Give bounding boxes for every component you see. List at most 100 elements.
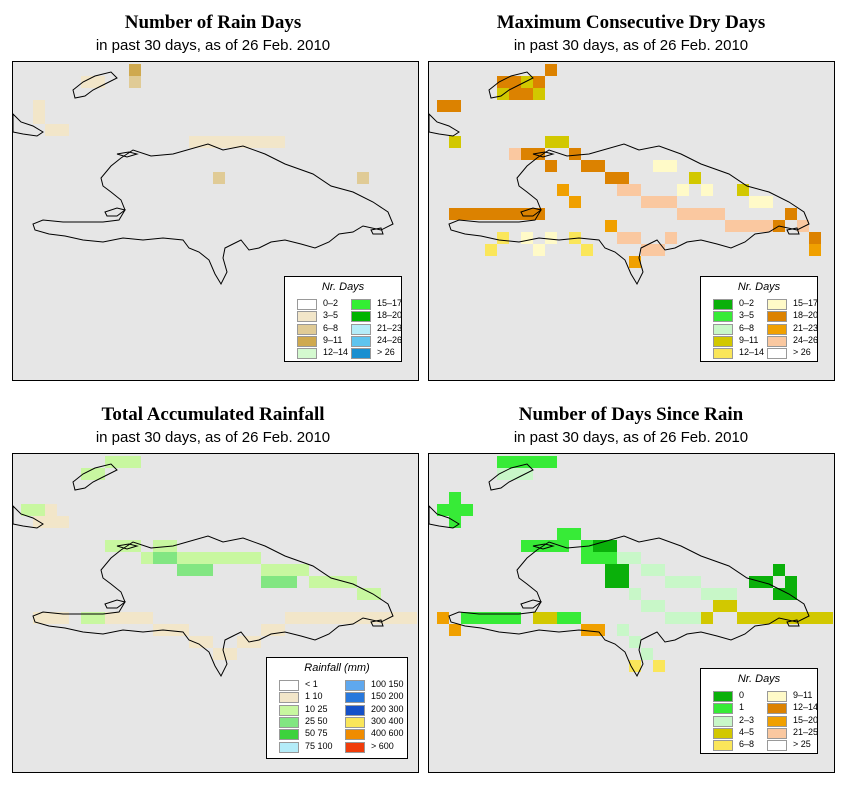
grid-cell bbox=[773, 564, 785, 576]
grid-cell bbox=[449, 492, 461, 504]
legend-label: 0–2 bbox=[739, 298, 755, 308]
grid-cell bbox=[105, 612, 117, 624]
legend-swatch bbox=[297, 348, 317, 360]
legend-label: > 600 bbox=[371, 740, 394, 751]
grid-cell bbox=[617, 564, 629, 576]
grid-cell bbox=[285, 564, 297, 576]
legend-label: 50 75 bbox=[305, 728, 328, 739]
legend-label: 3–5 bbox=[739, 310, 755, 321]
panel-title: Total Accumulated Rainfall bbox=[101, 404, 325, 425]
grid-cell bbox=[189, 136, 201, 148]
grid-cell bbox=[665, 612, 677, 624]
legend-label: 1 10 bbox=[305, 691, 323, 702]
legend-swatch bbox=[767, 703, 787, 715]
legend-label: 75 100 bbox=[305, 740, 333, 751]
grid-cell bbox=[533, 612, 545, 624]
panel-title: Number of Rain Days bbox=[124, 12, 302, 33]
inagua-island bbox=[488, 71, 534, 99]
grid-cell bbox=[569, 528, 581, 540]
grid-cell bbox=[189, 552, 201, 564]
tortuga-island bbox=[116, 543, 139, 550]
coastline bbox=[13, 71, 394, 286]
grid-cell bbox=[701, 184, 713, 196]
grid-cell bbox=[153, 552, 165, 564]
grid-cell bbox=[285, 612, 297, 624]
legend-swatch bbox=[297, 311, 317, 323]
grid-cell bbox=[521, 468, 533, 480]
legend-swatch bbox=[767, 323, 787, 335]
legend-title: Rainfall (mm) bbox=[304, 662, 370, 674]
legend-swatch bbox=[351, 311, 371, 323]
grid-cell bbox=[273, 564, 285, 576]
grid-cell bbox=[569, 612, 581, 624]
grid-cell bbox=[461, 612, 473, 624]
grid-cell bbox=[177, 564, 189, 576]
grid-cell bbox=[309, 612, 321, 624]
grid-cell bbox=[357, 172, 369, 184]
grid-cell bbox=[545, 612, 557, 624]
panel-title: Number of Days Since Rain bbox=[518, 404, 744, 425]
legend-label: 10 25 bbox=[305, 703, 328, 714]
grid-cell bbox=[749, 196, 761, 208]
cuba-tip bbox=[13, 113, 44, 137]
grid-cell bbox=[405, 612, 417, 624]
legend-swatch bbox=[713, 311, 733, 323]
legend-label: 21–23 bbox=[377, 322, 403, 333]
legend-label: 15–20 bbox=[793, 714, 819, 725]
grid-cell bbox=[581, 624, 593, 636]
legend-swatch bbox=[713, 715, 733, 727]
coastline bbox=[13, 463, 394, 678]
grid-cell bbox=[605, 172, 617, 184]
inagua-island bbox=[72, 71, 118, 99]
grid-cell bbox=[509, 468, 521, 480]
legend-swatch bbox=[767, 715, 787, 727]
grid-cell bbox=[357, 588, 369, 600]
grid-cell bbox=[177, 624, 189, 636]
legend-label: 15–17 bbox=[793, 298, 819, 308]
legend-swatch bbox=[713, 703, 733, 715]
legend-swatch bbox=[297, 299, 317, 310]
grid-cell bbox=[557, 540, 569, 552]
gonave-island bbox=[520, 599, 543, 609]
grid-cell bbox=[129, 64, 141, 76]
grid-cell bbox=[677, 576, 689, 588]
grid-cell bbox=[725, 588, 737, 600]
grid-cell bbox=[665, 196, 677, 208]
grid-cell bbox=[153, 540, 165, 552]
legend-label: > 26 bbox=[377, 347, 395, 358]
saona-island bbox=[370, 227, 384, 235]
hispaniola-outline bbox=[32, 143, 394, 286]
grid-cell bbox=[593, 540, 605, 552]
legend-swatch bbox=[767, 299, 787, 310]
grid-cell bbox=[393, 612, 405, 624]
grid-cell bbox=[93, 468, 105, 480]
legend-swatch bbox=[279, 729, 299, 741]
legend-label: 6–8 bbox=[739, 322, 755, 333]
tortuga-island bbox=[116, 151, 139, 158]
grid-cell bbox=[33, 504, 45, 516]
legend-swatch bbox=[713, 727, 733, 739]
legend-swatch bbox=[351, 335, 371, 347]
grid-cell bbox=[261, 564, 273, 576]
grid-cell bbox=[653, 564, 665, 576]
legend-label: 4–5 bbox=[739, 726, 755, 737]
grid-cell bbox=[285, 576, 297, 588]
grid-cell bbox=[545, 232, 557, 244]
grid-cell bbox=[273, 624, 285, 636]
legend-label: 150 200 bbox=[371, 691, 404, 702]
grid-cell bbox=[629, 232, 641, 244]
legend-days-since-rain: Nr. Days 0 1 2–3 4–5 6–8 9–11 12–14 15–20 21–25 >… bbox=[700, 668, 818, 754]
grid-cell bbox=[509, 208, 521, 220]
grid-cell bbox=[629, 184, 641, 196]
grid-cell bbox=[129, 612, 141, 624]
grid-cell bbox=[213, 136, 225, 148]
grid-cell bbox=[737, 220, 749, 232]
grid-cell bbox=[225, 648, 237, 660]
grid-cell bbox=[677, 612, 689, 624]
grid-cell bbox=[225, 552, 237, 564]
grid-cell bbox=[509, 148, 521, 160]
grid-cell bbox=[713, 600, 725, 612]
grid-cell bbox=[629, 256, 641, 268]
grid-cell bbox=[821, 612, 833, 624]
